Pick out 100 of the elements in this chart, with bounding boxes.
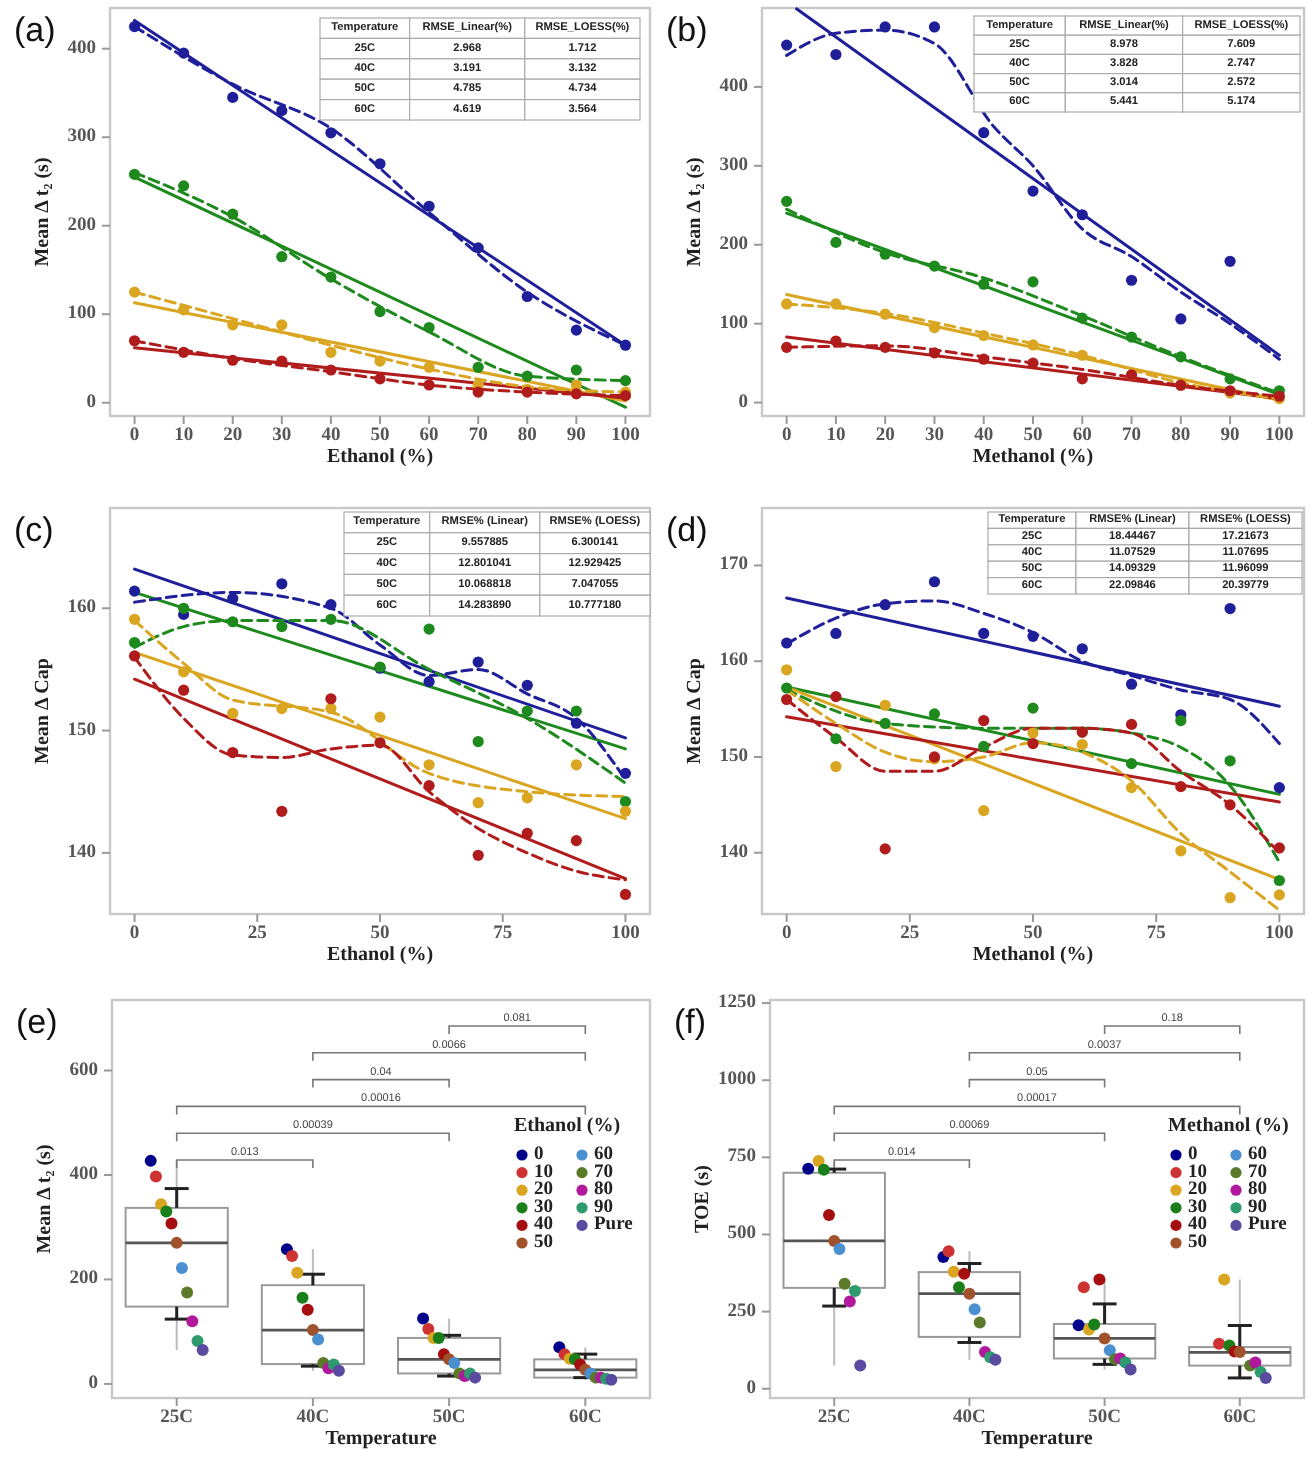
point xyxy=(374,355,386,367)
point xyxy=(1125,678,1138,690)
x-tick-label: 70 xyxy=(1122,426,1142,446)
x-tick-label: 50 xyxy=(370,426,390,446)
point xyxy=(178,684,190,696)
point xyxy=(325,599,337,611)
point xyxy=(1027,737,1039,750)
x-tick-label: 10 xyxy=(174,426,194,446)
y-tick-label: 0 xyxy=(86,392,97,413)
x-tick-label: 100 xyxy=(611,924,641,944)
legend-label: 20 xyxy=(534,1180,554,1201)
point xyxy=(178,346,190,358)
x-tick-label: 40 xyxy=(321,426,341,446)
x-axis-title: Temperature xyxy=(981,1428,1094,1450)
legend-label: 50 xyxy=(534,1233,554,1253)
legend-label: 10 xyxy=(1188,1162,1208,1183)
x-tick-label: 50 xyxy=(1023,426,1043,446)
point xyxy=(1125,331,1138,343)
x-tick-label: 60C xyxy=(1223,1408,1257,1428)
point xyxy=(879,248,891,260)
x-tick-label: 90 xyxy=(566,426,587,446)
y-tick-label: 400 xyxy=(719,76,749,97)
point xyxy=(1273,874,1285,887)
point xyxy=(128,636,141,649)
chart-title: (d) xyxy=(666,511,708,549)
point xyxy=(423,623,435,635)
point xyxy=(521,679,533,691)
point xyxy=(1076,643,1088,655)
x-tick-label: 100 xyxy=(611,426,641,446)
point xyxy=(276,251,288,263)
y-axis-title: TOE (s) xyxy=(692,1165,714,1233)
point xyxy=(781,637,793,649)
x-tick-label: 0 xyxy=(781,426,792,446)
legend-label: 80 xyxy=(594,1180,614,1201)
point xyxy=(1224,373,1236,385)
point xyxy=(830,627,842,640)
y-tick-label: 500 xyxy=(727,1224,757,1245)
x-tick-label: 0 xyxy=(781,924,792,944)
y-tick-label: 0 xyxy=(738,392,749,413)
point xyxy=(978,714,990,727)
point xyxy=(928,708,941,720)
point xyxy=(128,335,141,347)
point xyxy=(879,308,891,320)
point xyxy=(423,200,435,212)
point xyxy=(276,578,288,590)
y-tick-label: 100 xyxy=(67,304,97,325)
point xyxy=(1076,349,1088,361)
point xyxy=(521,705,533,717)
legend-title: Ethanol (%) xyxy=(514,1115,621,1137)
x-axis-title: Methanol (%) xyxy=(972,944,1094,966)
point xyxy=(472,849,484,861)
point xyxy=(830,335,842,347)
point xyxy=(781,195,793,207)
point xyxy=(276,621,288,633)
y-tick-label: 140 xyxy=(67,842,97,863)
point xyxy=(879,843,891,855)
point xyxy=(619,888,632,901)
point xyxy=(227,91,239,103)
point xyxy=(879,599,891,611)
y-tick-label: 150 xyxy=(67,720,97,741)
point xyxy=(227,319,239,331)
point xyxy=(178,47,190,59)
point xyxy=(879,21,891,33)
y-tick-label: 300 xyxy=(719,155,749,176)
point xyxy=(830,733,842,745)
legend-label: Pure xyxy=(1248,1215,1287,1236)
point xyxy=(472,797,484,809)
legend-label: 0 xyxy=(1188,1145,1198,1165)
point xyxy=(128,585,141,597)
point xyxy=(178,304,190,316)
point xyxy=(1027,185,1039,197)
chart-title: (f) xyxy=(674,1003,707,1041)
point xyxy=(781,298,793,310)
point xyxy=(619,339,632,351)
x-tick-label: 50C xyxy=(1088,1408,1122,1428)
y-tick-label: 200 xyxy=(69,1269,99,1290)
point xyxy=(1273,889,1285,901)
point xyxy=(276,319,288,331)
point xyxy=(325,364,337,376)
point xyxy=(1125,758,1138,770)
point xyxy=(781,693,793,706)
point xyxy=(619,795,632,808)
point xyxy=(1273,842,1285,854)
point xyxy=(128,286,141,298)
x-axis-title: Temperature xyxy=(325,1428,438,1450)
point xyxy=(928,21,941,33)
point xyxy=(570,324,582,336)
point xyxy=(928,260,941,272)
legend-label: 80 xyxy=(1248,1180,1268,1201)
point xyxy=(830,691,842,703)
point xyxy=(1125,274,1138,286)
point xyxy=(928,347,941,359)
point xyxy=(374,711,386,723)
chart-title: (e) xyxy=(16,1003,58,1041)
x-tick-label: 40 xyxy=(974,426,994,446)
point xyxy=(978,127,990,139)
point xyxy=(1076,312,1088,324)
x-tick-label: 60C xyxy=(568,1408,602,1428)
point xyxy=(830,48,842,61)
y-tick-label: 170 xyxy=(719,555,749,576)
